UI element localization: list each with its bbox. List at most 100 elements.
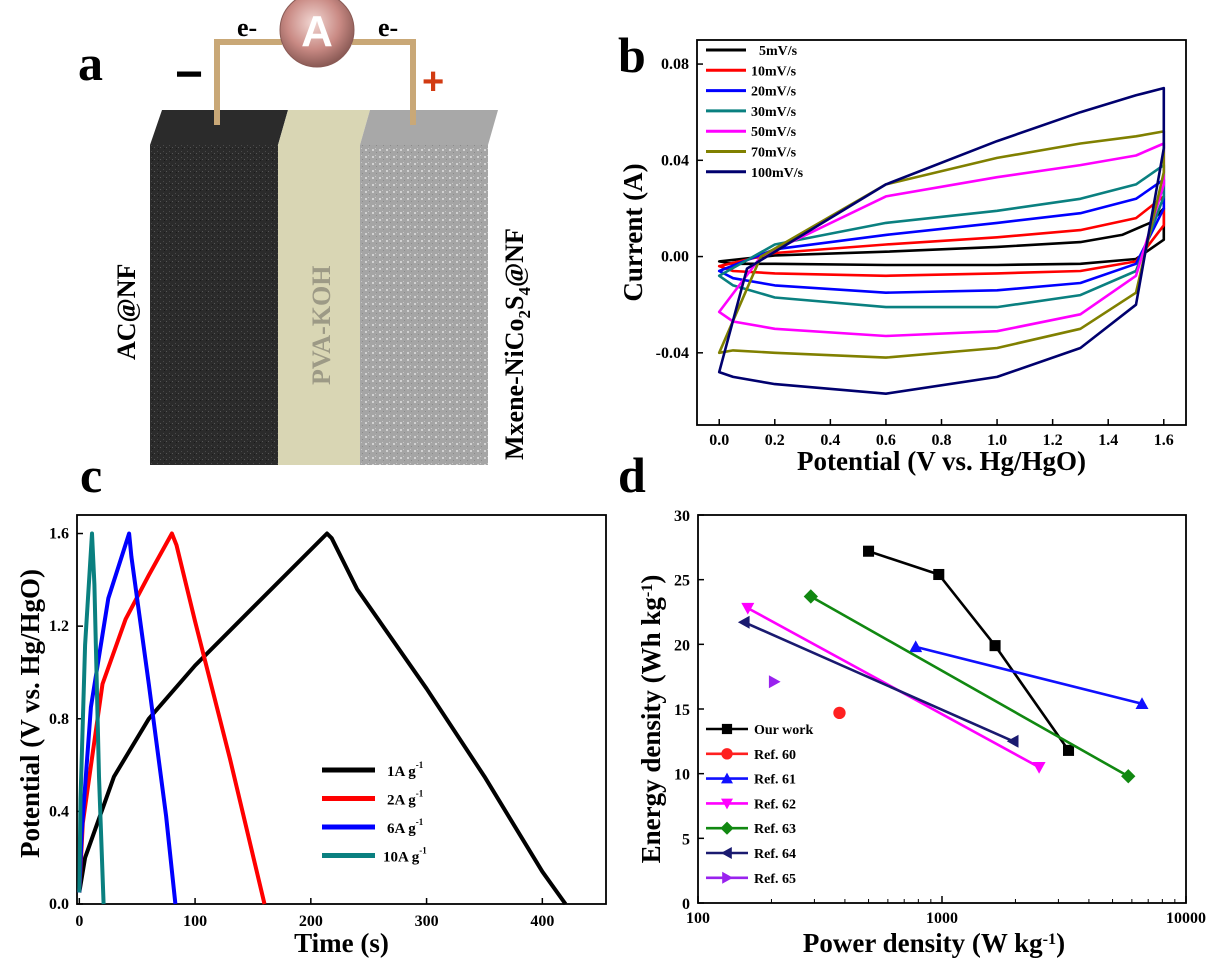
legend-label: Ref. 62 [754,797,796,812]
x-tick-label: 1.2 [1043,432,1063,449]
legend-label: Ref. 63 [754,822,796,837]
electron-right: e- [378,13,398,42]
cv-curve [717,178,1166,294]
x-tick-label: 0.8 [932,432,952,449]
x-tick-label: 10000 [1166,910,1206,927]
legend-label: Ref. 64 [754,847,796,862]
legend-label: 20mV/s [751,85,797,100]
y-tick-label: 0 [682,896,690,913]
ragone-line [743,621,1014,743]
left-electrode [150,145,278,465]
x-tick-label: 200 [299,913,323,930]
y-tick-label: 15 [674,702,690,719]
gcd-curve [77,531,178,905]
cv-curve [717,130,1166,359]
minus-sign: − [175,48,203,101]
x-tick-label: 1.4 [1098,432,1118,449]
data-point [1135,697,1149,709]
y-axis-label: Potential (V vs. Hg/HgO) [15,569,45,858]
separator-top [278,110,370,145]
panel-label-d: d [618,447,646,503]
legend-label: 100mV/s [751,166,804,181]
ragone-chart: 100 1000 10000 0 5 10 15 20 25 30 Our work Ref. 60 R… [636,508,1206,958]
legend-label: 5mV/s [759,44,798,59]
legend-label: 10mV/s [751,64,797,79]
x-tick-label: 0.0 [709,432,729,449]
x-tick-label: 100 [686,910,710,927]
y-tick-label: -0.04 [656,345,689,362]
data-point [863,545,875,557]
y-tick-label: 10 [674,767,690,784]
right-electrode-top [360,110,498,145]
plus-sign: + [422,61,444,103]
legend-label: 50mV/s [751,125,797,140]
cv-chart: 0.0 0.2 0.4 0.6 0.8 1.0 1.2 1.4 1.6 -0.04 0.00 0.04… [618,39,1187,476]
y-tick-label: 5 [682,831,690,848]
y-tick-label: 25 [674,573,690,590]
separator-label: PVA-KOH [307,266,336,385]
legend-marker [721,748,733,760]
ammeter [279,0,355,68]
data-point [1121,769,1136,784]
data-point [909,640,923,653]
x-tick-label: 1.6 [1154,432,1174,449]
panel-label-b: b [618,27,646,83]
x-tick-label: 0.4 [820,432,840,449]
y-tick-label: 30 [674,508,690,525]
left-wire [214,39,282,125]
y-tick-label: 1.2 [49,618,69,635]
left-electrode-label: AC@NF [112,264,141,360]
ragone-line [868,549,1070,752]
data-point [933,568,945,581]
y-axis-label: Current (A) [618,163,648,301]
data-point [1006,734,1019,748]
x-tick-label: 400 [530,913,554,930]
y-axis-label: Energy density (Wh kg-1) [636,575,666,864]
gcd-curve [77,531,267,905]
right-wire [352,39,416,125]
data-point [803,589,818,604]
right-electrode-label: Mxene-NiCo2S4@NF [500,228,534,460]
y-tick-label: 0.8 [49,711,69,728]
data-point [989,640,1001,652]
legend-label: Our work [754,723,813,738]
panel-label-c: c [80,447,102,503]
x-tick-label: 0 [75,913,83,930]
legend-marker [721,798,733,810]
data-point [768,675,781,689]
legend-label: 70mV/s [751,146,797,161]
data-point [833,706,846,720]
x-axis-label: Power density (W kg-1) [803,928,1065,958]
legend-label: 10A g-1 [383,846,427,866]
x-tick-label: 1000 [926,910,958,927]
legend-marker [721,723,733,735]
legend-label: 1A g-1 [387,760,424,780]
y-tick-label: 0.0 [49,896,69,913]
separator [278,145,360,465]
right-electrode [360,145,488,465]
cv-curve [717,86,1166,395]
cv-curve [717,142,1166,338]
electron-left: e- [237,13,257,42]
legend-label: Ref. 60 [754,748,796,763]
gcd-curve [77,531,568,906]
legend-marker [720,821,734,835]
data-point [737,615,750,629]
device-schematic: A e- e- − + AC@NF PVA-KOH Mxene-NiCo2S4@… [112,0,534,465]
legend-label: Ref. 65 [754,872,796,887]
gcd-curve [77,531,106,905]
gcd-chart: 0 100 200 300 400 0.0 0.4 0.8 1.2 1.6 1A g-1 2A g-1… [15,514,607,958]
ragone-line [915,645,1143,706]
y-tick-label: 0.4 [49,803,69,820]
legend-label: 6A g-1 [387,817,424,837]
x-axis-label: Potential (V vs. Hg/HgO) [797,446,1086,476]
x-tick-label: 300 [415,913,439,930]
plot-frame [76,514,607,905]
x-tick-label: 1.0 [987,432,1007,449]
legend-marker [722,871,733,884]
data-point [1032,762,1046,774]
legend-marker [721,772,733,784]
cv-curve [717,163,1166,309]
ammeter-label: A [301,7,333,56]
